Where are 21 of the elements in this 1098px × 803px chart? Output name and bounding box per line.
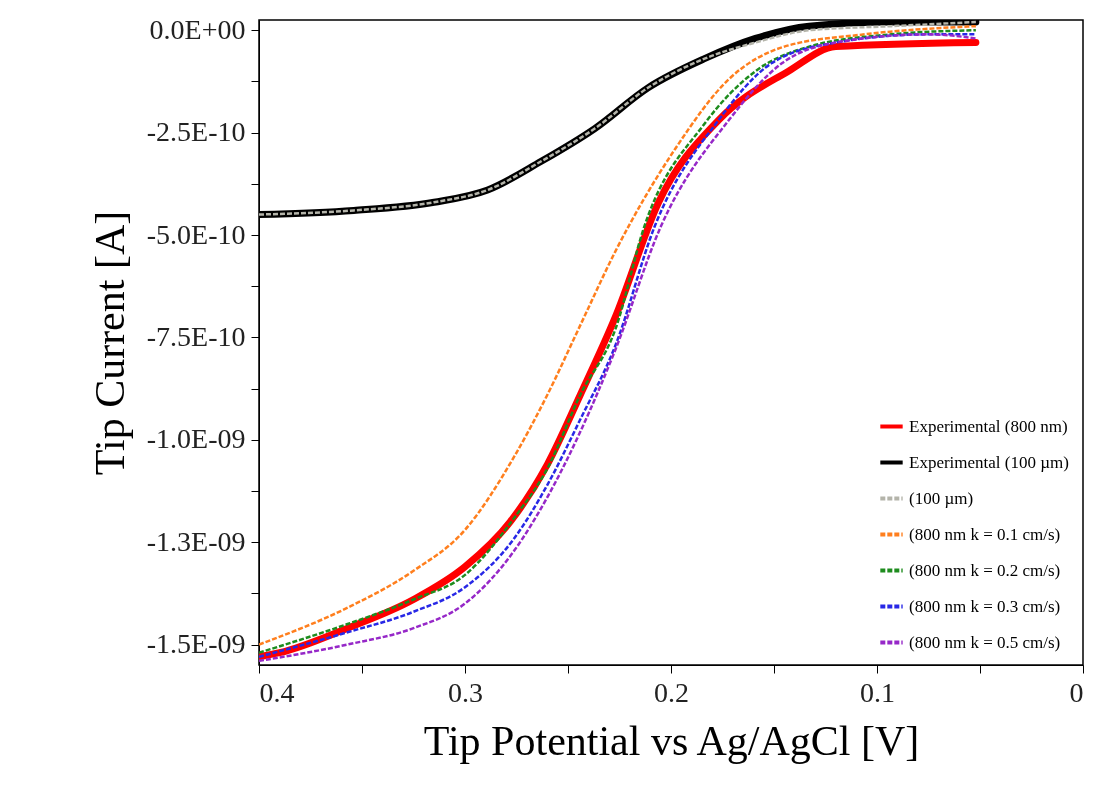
x-tick-label: 0.4 <box>259 676 295 708</box>
legend-label: (800 nm k = 0.3 cm/s) <box>909 596 1061 616</box>
x-tick-label: 0.1 <box>860 676 895 708</box>
y-axis-title: Tip Current [A] <box>86 210 133 476</box>
y-tick-label: -1.0E-09 <box>146 423 246 455</box>
y-tick-label: -2.5E-10 <box>146 116 246 148</box>
y-tick-label: -7.5E-10 <box>146 320 246 352</box>
legend-label: (800 nm k = 0.5 cm/s) <box>909 632 1061 652</box>
y-tick-label: -1.5E-09 <box>146 628 246 660</box>
y-tick-label: -1.3E-09 <box>146 525 246 557</box>
legend-label: (800 nm k = 0.1 cm/s) <box>909 524 1061 544</box>
legend-label: Experimental (100 µm) <box>909 452 1069 472</box>
legend-label: (100 µm) <box>909 488 974 508</box>
x-axis-title: Tip Potential vs Ag/AgCl [V] <box>423 717 920 764</box>
legend-label: Experimental (800 nm) <box>909 416 1068 436</box>
x-tick-label: 0.3 <box>448 676 483 708</box>
legend-label: (800 nm k = 0.2 cm/s) <box>909 560 1061 580</box>
x-tick-label: 0.2 <box>654 676 689 708</box>
y-tick-label: 0.0E+00 <box>149 13 246 45</box>
y-tick-label: -5.0E-10 <box>146 218 246 250</box>
x-tick-label: 0 <box>1069 676 1084 708</box>
